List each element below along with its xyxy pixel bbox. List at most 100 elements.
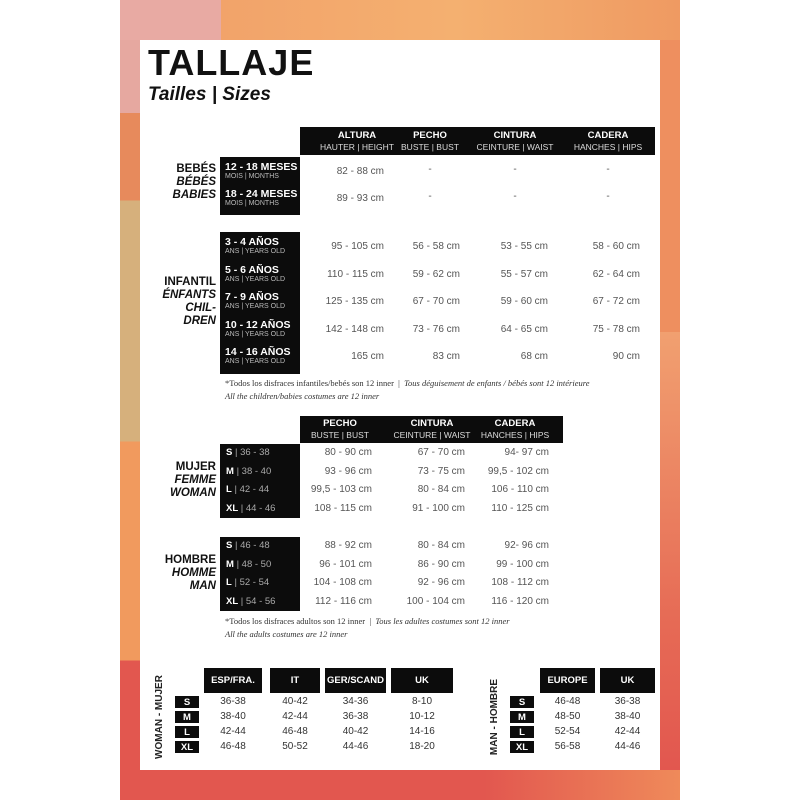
size-label: XL | 54 - 56: [226, 595, 276, 607]
size-cell: 73 - 76 cm: [412, 323, 460, 335]
age-label: 14 - 16 AÑOS ANS | YEARS OLD: [225, 346, 300, 366]
conversion_woman-vertical-label: WOMAN - MUJER: [154, 675, 165, 759]
background-right: [660, 40, 680, 770]
adult-header-bar: [300, 416, 563, 443]
size-cell: 99,5 - 102 cm: [487, 465, 549, 477]
kids-column-header: PECHO BUSTE | BUST: [380, 131, 480, 153]
conversion-cell: 42-44: [220, 726, 246, 737]
conversion-column-header: IT: [270, 668, 320, 693]
background-top: [120, 0, 680, 40]
note-en: All the adults costumes are 12 inner: [225, 629, 348, 639]
conversion-cell: 36-38: [614, 696, 641, 707]
age-unit: ANS | YEARS OLD: [225, 358, 286, 366]
age-range: 3 - 4 AÑOS: [225, 236, 279, 248]
column-title: CADERA: [587, 130, 629, 141]
column-subtitle: CEINTURE | WAIST: [393, 430, 471, 440]
size-cell: 55 - 57 cm: [500, 268, 548, 280]
size-badge: S: [510, 696, 534, 708]
woman-label-box: [220, 444, 300, 518]
size-cell: 75 - 78 cm: [592, 323, 640, 335]
column-title: PECHO: [323, 418, 357, 429]
size-cell: 59 - 60 cm: [500, 296, 548, 308]
conversion-cell: 40-42: [342, 726, 369, 737]
size-cell: 67 - 70 cm: [417, 447, 465, 458]
adult-column-header: CADERA HANCHES | HIPS: [465, 419, 565, 441]
size-cell: -: [606, 164, 610, 175]
size-badge: XL: [175, 741, 199, 753]
age-unit: ANS | YEARS OLD: [225, 330, 286, 338]
size-cell: 53 - 55 cm: [500, 241, 548, 252]
kids-column-header: CINTURA CEINTURE | WAIST: [465, 130, 565, 153]
babies-group-label: BEBÉS BÉBÉS BABIES: [140, 163, 216, 202]
size-cell: 116 - 120 cm: [491, 595, 549, 607]
background-left: [120, 40, 140, 770]
age-label: 10 - 12 AÑOS ANS | YEARS OLD: [225, 319, 300, 339]
note-es: *Todos los disfraces adultos son 12 inne…: [225, 616, 366, 626]
column-title: CINTURA: [493, 130, 537, 141]
conversion-cell: 36-38: [220, 696, 246, 707]
note-fr: Tous déguisement de enfants / bébés sont…: [404, 378, 590, 388]
age-range: 10 - 12 AÑOS: [225, 318, 291, 331]
age-label: 5 - 6 AÑOS ANS | YEARS OLD: [225, 264, 300, 284]
group-name: MUJER: [175, 461, 216, 473]
column-subtitle: HAUTER | HEIGHT: [320, 142, 394, 152]
size-label: XL | 44 - 46: [226, 502, 276, 514]
size-badge: M: [175, 711, 199, 723]
group-name: BEBÉS: [176, 163, 216, 175]
size-label: S | 46 - 48: [226, 540, 270, 551]
size-cell: 67 - 70 cm: [412, 296, 460, 308]
conversion-cell: 46-48: [220, 741, 246, 752]
page-title: TALLAJE: [148, 42, 315, 83]
group-name: WOMAN: [170, 487, 216, 499]
conversion-cell: 44-46: [342, 741, 369, 752]
size-range: 38 - 40: [241, 465, 272, 477]
conversion-cell: 56-58: [554, 741, 581, 752]
size-cell: 56 - 58 cm: [412, 241, 460, 252]
column-title: CINTURA: [410, 418, 454, 429]
size-cell: 104 - 108 cm: [313, 577, 372, 588]
size-cell: 112 - 116 cm: [315, 595, 372, 607]
adult-column-header: PECHO BUSTE | BUST: [290, 418, 390, 441]
size-cell: 88 - 92 cm: [324, 540, 372, 551]
woman-group-label: MUJER FEMME WOMAN: [140, 461, 216, 500]
conversion-cell: 38-40: [614, 711, 641, 722]
size-range: 42 - 44: [239, 484, 270, 495]
kids-column-header: ALTURA HAUTER | HEIGHT: [307, 130, 407, 153]
children-group-label: INFANTIL ÉNFANTS CHIL- DREN: [140, 276, 216, 328]
size-cell: 99,5 - 103 cm: [310, 484, 372, 495]
group-name: HOMME: [171, 567, 216, 579]
size-cell: 82 - 88 cm: [336, 166, 384, 177]
kids-column-header: CADERA HANCHES | HIPS: [558, 130, 658, 153]
size-label: S | 36 - 38: [226, 447, 270, 458]
size-cell: 80 - 90 cm: [324, 447, 372, 458]
size-cell: 58 - 60 cm: [592, 241, 640, 252]
group-name: ÉNFANTS: [162, 289, 216, 301]
conversion-column-header: UK: [391, 668, 453, 693]
size-cell: 91 - 100 cm: [412, 502, 465, 514]
size-cell: 80 - 84 cm: [417, 484, 465, 495]
size-cell: 100 - 104 cm: [406, 595, 465, 607]
conversion-cell: 42-44: [614, 726, 641, 737]
age-range: 7 - 9 AÑOS: [225, 291, 279, 304]
age-range: 14 - 16 AÑOS: [225, 346, 291, 359]
conversion-cell: 46-48: [554, 696, 581, 707]
group-name: INFANTIL: [164, 276, 216, 288]
group-name: FEMME: [174, 474, 216, 486]
size-cell: 96 - 101 cm: [319, 558, 372, 570]
conversion-cell: 50-52: [282, 741, 308, 752]
kids-note: *Todos los disfraces infantiles/bebés so…: [225, 378, 590, 401]
kids-header-bar: [300, 127, 655, 155]
size-range: 46 - 48: [240, 540, 270, 551]
conversion_man-vertical-label: MAN - HOMBRE: [489, 678, 500, 756]
column-title: ALTURA: [337, 130, 377, 141]
size-badge: S: [175, 696, 199, 708]
conversion-cell: 42-44: [282, 711, 308, 722]
size-badge: M: [510, 711, 534, 723]
column-subtitle: BUSTE | BUST: [401, 142, 459, 152]
conversion-cell: 14-16: [409, 726, 435, 737]
size-cell: 99 - 100 cm: [496, 558, 549, 570]
column-subtitle: HANCHES | HIPS: [480, 430, 550, 440]
column-subtitle: CEINTURE | WAIST: [476, 142, 554, 152]
column-subtitle: HANCHES | HIPS: [573, 142, 643, 152]
size-cell: 86 - 90 cm: [417, 558, 465, 570]
